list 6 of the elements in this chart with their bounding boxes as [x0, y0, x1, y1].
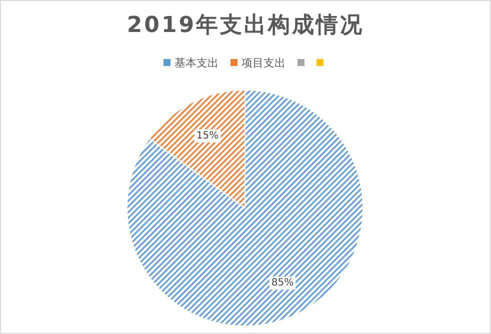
data-label: 85% [271, 278, 294, 289]
legend-label: 基本支出 [174, 56, 218, 70]
data-label: 15% [196, 130, 219, 142]
chart-title: 2019年支出构成情况 [126, 13, 364, 38]
legend-label: 项目支出 [242, 56, 286, 70]
pie-slice [127, 90, 363, 326]
